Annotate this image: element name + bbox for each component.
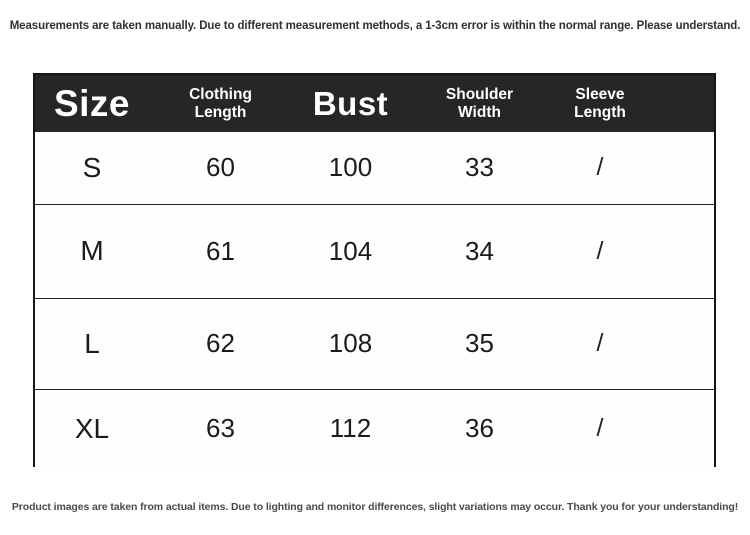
cell-size: L bbox=[35, 297, 149, 389]
header-line: Clothing bbox=[189, 85, 252, 103]
size-chart: Size Clothing Length Bust Shoulder Width… bbox=[35, 75, 714, 468]
cell-sleeve-length: / bbox=[550, 297, 714, 389]
cell-clothing-length: 61 bbox=[149, 203, 292, 298]
table-row-l: L 62 108 35 / bbox=[35, 297, 714, 389]
cell-shoulder-width: 33 bbox=[409, 132, 550, 204]
column-header-shoulder-width: Shoulder Width bbox=[409, 75, 550, 132]
product-image-disclaimer-text: Product images are taken from actual ite… bbox=[11, 501, 739, 513]
cell-shoulder-width: 34 bbox=[409, 203, 550, 298]
table-row-m: M 61 104 34 / bbox=[35, 203, 714, 298]
table-row-s: S 60 100 33 / bbox=[35, 132, 714, 204]
size-chart-header: Size Clothing Length Bust Shoulder Width… bbox=[35, 75, 714, 132]
header-line: Width bbox=[458, 103, 501, 121]
header-row: Size Clothing Length Bust Shoulder Width… bbox=[35, 75, 714, 132]
cell-sleeve-length: / bbox=[550, 132, 714, 204]
cell-bust: 108 bbox=[292, 297, 409, 389]
cell-sleeve-length: / bbox=[550, 203, 714, 298]
column-header-sleeve-length: Sleeve Length bbox=[550, 75, 714, 132]
cell-bust: 104 bbox=[292, 203, 409, 298]
cell-size: M bbox=[35, 203, 149, 298]
cell-sleeve-length: / bbox=[550, 388, 714, 468]
measurement-disclaimer-text: Measurements are taken manually. Due to … bbox=[9, 20, 741, 32]
column-header-clothing-length: Clothing Length bbox=[149, 75, 292, 132]
column-header-size: Size bbox=[35, 75, 149, 132]
header-line: Sleeve bbox=[575, 85, 625, 103]
size-chart-table: Size Clothing Length Bust Shoulder Width… bbox=[33, 73, 716, 468]
header-line: Length bbox=[574, 103, 626, 121]
cell-shoulder-width: 35 bbox=[409, 297, 550, 389]
cell-size: S bbox=[35, 132, 149, 204]
header-line: Shoulder bbox=[445, 85, 514, 103]
header-line: Length bbox=[194, 103, 247, 121]
cell-clothing-length: 60 bbox=[149, 132, 292, 204]
cell-bust: 100 bbox=[292, 132, 409, 204]
cell-clothing-length: 62 bbox=[149, 297, 292, 389]
size-chart-body: S 60 100 33 / M 61 104 34 / L 62 108 35 … bbox=[35, 132, 714, 468]
cell-size: XL bbox=[35, 388, 149, 468]
column-header-bust: Bust bbox=[292, 75, 409, 132]
table-row-xl: XL 63 112 36 / bbox=[35, 388, 714, 468]
cell-clothing-length: 63 bbox=[149, 388, 292, 468]
cell-bust: 112 bbox=[292, 388, 409, 468]
cell-shoulder-width: 36 bbox=[409, 388, 550, 468]
